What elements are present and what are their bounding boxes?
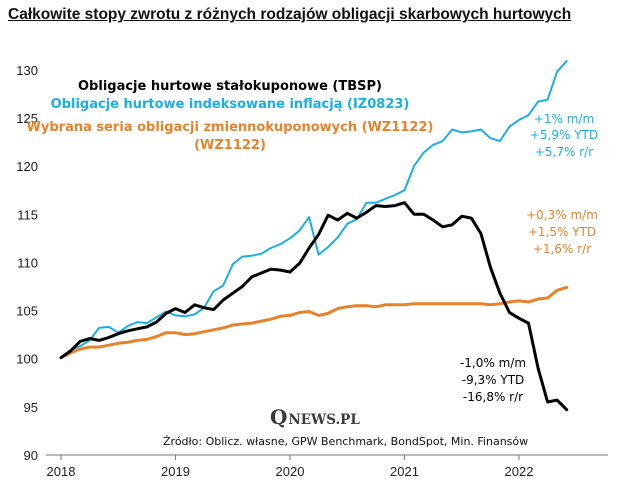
annotation-iz0823-rr: +5,7% r/r xyxy=(535,145,593,159)
annotation-tbsp-rr: -16,8% r/r xyxy=(463,390,523,404)
series-line-iz0823 xyxy=(60,60,568,359)
x-tick-label: 2021 xyxy=(390,464,419,479)
y-tick-label: 100 xyxy=(16,352,38,367)
qnews-logo: QNEWS.PL xyxy=(270,405,360,429)
x-tick-label: 2018 xyxy=(47,464,76,479)
y-tick-label: 90 xyxy=(24,448,38,463)
logo-text: QNEWS.PL xyxy=(270,405,360,429)
annotation-iz0823: +1% m/m +5,9% YTD +5,7% r/r xyxy=(530,112,598,159)
chart-title: Całkowite stopy zwrotu z różnych rodzajó… xyxy=(8,6,572,23)
x-tick-label: 2020 xyxy=(276,464,305,479)
y-tick-label: 95 xyxy=(24,400,38,415)
legend-iz0823: Obligacje hurtowe indeksowane inflacją (… xyxy=(51,97,410,112)
series-lines xyxy=(59,60,569,412)
annotation-iz0823-mm: +1% m/m xyxy=(534,112,594,126)
x-tick-label: 2019 xyxy=(161,464,190,479)
annotation-wz1122-mm: +0,3% m/m xyxy=(526,208,598,222)
annotation-iz0823-ytd: +5,9% YTD xyxy=(530,128,598,142)
annotation-tbsp-ytd: -9,3% YTD xyxy=(462,373,525,387)
y-tick-label: 105 xyxy=(16,304,38,319)
source-note: Źródło: Oblicz. własne, GPW Benchmark, B… xyxy=(163,435,528,448)
y-tick-label: 130 xyxy=(16,63,38,78)
annotation-wz1122: +0,3% m/m +1,5% YTD +1,6% r/r xyxy=(526,208,598,256)
annotation-wz1122-rr: +1,6% r/r xyxy=(533,242,591,256)
y-tick-label: 120 xyxy=(16,159,38,174)
annotation-wz1122-ytd: +1,5% YTD xyxy=(528,225,596,239)
y-axis-ticks: 90 95 100 105 110 115 120 125 130 xyxy=(16,63,38,463)
y-tick-label: 110 xyxy=(17,255,38,270)
y-tick-label: 125 xyxy=(16,111,38,126)
y-tick-label: 115 xyxy=(17,207,38,222)
legend-wz1122: Wybrana seria obligacji zmiennokuponowyc… xyxy=(27,120,434,135)
annotation-tbsp-mm: -1,0% m/m xyxy=(460,356,526,370)
x-axis-ticks: 2018 2019 2020 2021 2022 xyxy=(47,455,534,479)
legend-wz1122-code: (WZ1122) xyxy=(194,138,266,153)
series-line-tbsp xyxy=(59,201,569,412)
series-line-wz1122 xyxy=(59,285,569,360)
x-tick-label: 2022 xyxy=(505,464,534,479)
annotation-tbsp: -1,0% m/m -9,3% YTD -16,8% r/r xyxy=(460,356,526,404)
legend-tbsp: Obligacje hurtowe stałokuponowe (TBSP) xyxy=(78,79,382,94)
